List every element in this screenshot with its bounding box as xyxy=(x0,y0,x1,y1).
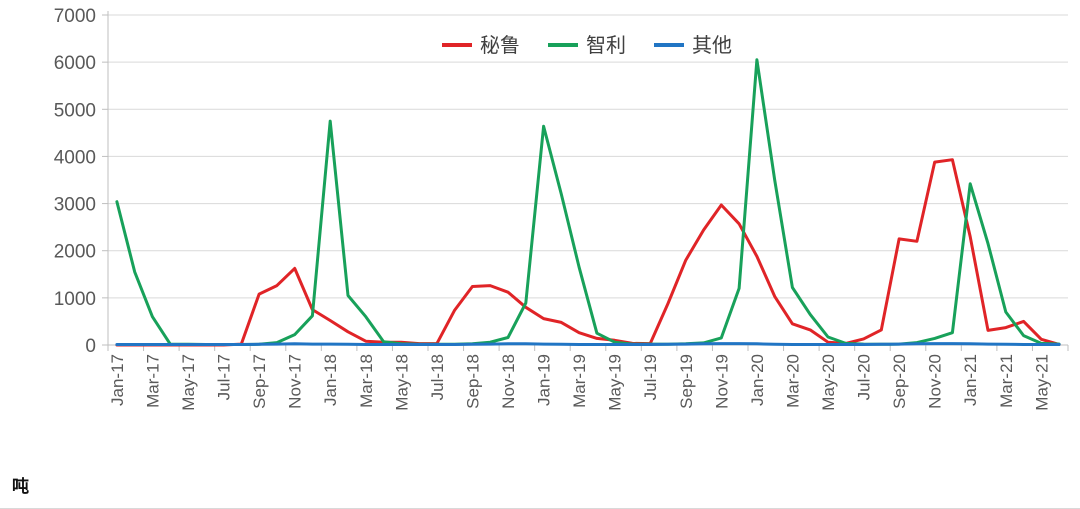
legend-item-peru: 秘鲁 xyxy=(442,34,520,57)
series-line-peru xyxy=(115,158,1061,347)
y-axis-tick-label: 3000 xyxy=(54,195,96,216)
legend-label-chile: 智利 xyxy=(586,34,626,57)
y-axis-labels: 0 1000 2000 3000 4000 5000 6000 7000 xyxy=(54,6,96,357)
x-axis-tick-label: Jul-18 xyxy=(428,354,447,400)
series-line-chile xyxy=(115,58,1061,346)
legend-label-other: 其他 xyxy=(692,34,732,57)
x-axis-tick-label: Sep-20 xyxy=(890,354,909,409)
legend-item-chile: 智利 xyxy=(548,34,626,57)
x-axis-tick-label: Mar-20 xyxy=(783,354,802,408)
x-axis-tick-label: Jan-17 xyxy=(108,354,127,406)
x-axis-tick-label: Nov-17 xyxy=(286,354,305,409)
x-axis-tick-label: Jan-21 xyxy=(961,354,980,406)
x-axis-tick-label: Jan-20 xyxy=(748,354,767,406)
y-axis-tick-label: 4000 xyxy=(54,147,96,168)
series-line-other xyxy=(115,342,1061,346)
x-axis-tick-label: Nov-20 xyxy=(926,354,945,409)
legend: 秘鲁 智利 其他 xyxy=(442,34,732,57)
x-axis-tick-label: Jul-19 xyxy=(641,354,660,400)
x-axis-tick-label: Sep-17 xyxy=(250,354,269,409)
x-axis-labels: Jan-17 Mar-17 May-17 Jul-17 Sep-17 Nov-17 Jan-… xyxy=(108,354,1051,411)
legend-item-other: 其他 xyxy=(654,34,732,57)
x-axis-tick-label: Mar-21 xyxy=(997,354,1016,408)
x-axis-tick-label: Nov-19 xyxy=(712,354,731,409)
x-axis-tick-label: May-20 xyxy=(819,354,838,411)
x-axis-tick-label: Mar-17 xyxy=(143,354,162,408)
x-axis-tick-label: Mar-19 xyxy=(570,354,589,408)
y-axis-tick-label: 2000 xyxy=(54,242,96,263)
x-axis-tick-label: May-18 xyxy=(392,354,411,411)
x-axis-tick-label: Jul-17 xyxy=(215,354,234,400)
y-axis-tick-label: 0 xyxy=(85,336,96,357)
x-axis-tick-label: Nov-18 xyxy=(499,354,518,409)
x-axis-tick-label: May-19 xyxy=(606,354,625,411)
y-axis-tick-label: 7000 xyxy=(54,6,96,27)
x-axis-tick-label: Jan-19 xyxy=(535,354,554,406)
series-lines xyxy=(115,58,1061,347)
y-axis-tick-label: 5000 xyxy=(54,100,96,121)
x-axis-tick-label: Jan-18 xyxy=(321,354,340,406)
x-axis-tick-label: Sep-18 xyxy=(463,354,482,409)
gridlines xyxy=(108,14,1068,299)
x-axis-tick-label: Mar-18 xyxy=(357,354,376,408)
axis-unit-label: 吨 xyxy=(12,477,29,496)
x-axis-tick-label: Jul-20 xyxy=(855,354,874,400)
y-axis-tick-label: 6000 xyxy=(54,53,96,74)
y-axis-tick-label: 1000 xyxy=(54,289,96,310)
x-axis-tick-label: May-17 xyxy=(179,354,198,411)
x-axis-tick-label: Sep-19 xyxy=(677,354,696,409)
legend-label-peru: 秘鲁 xyxy=(480,34,520,57)
x-axis-tick-label: May-21 xyxy=(1032,354,1051,411)
